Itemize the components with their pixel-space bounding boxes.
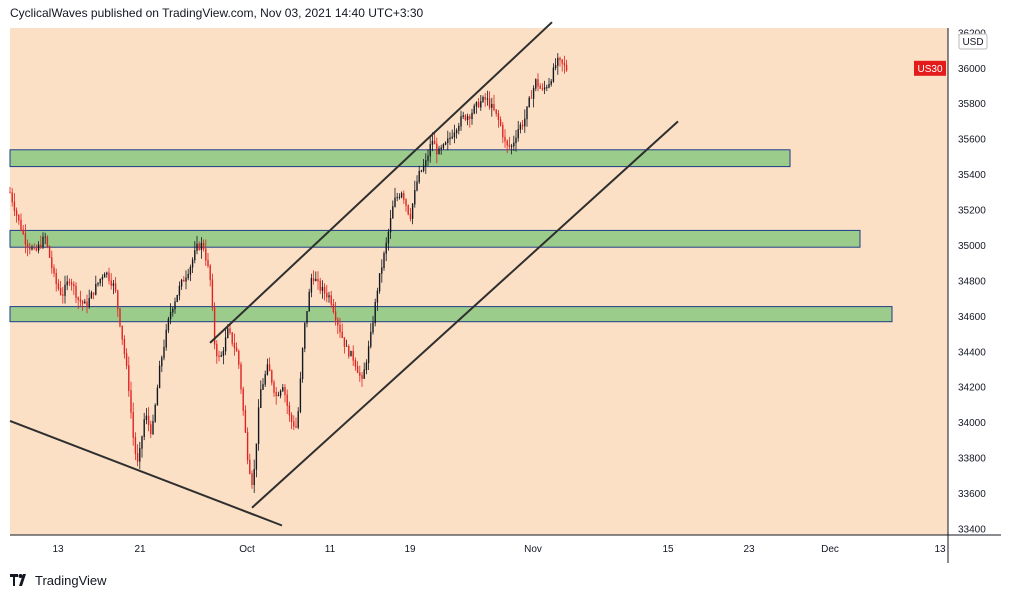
support-resistance-zones [9,149,893,323]
time-tick-label: 19 [404,544,416,555]
time-tick-label: 13 [934,544,946,555]
price-tick-label: 35600 [958,135,986,146]
trendline[interactable] [9,419,283,527]
tradingview-logo-icon [10,574,30,586]
price-tick-label: 33600 [958,489,986,500]
symbol-badge: US30 [914,60,946,76]
price-tick-label: 35400 [958,170,986,181]
trendline[interactable] [251,120,679,509]
svg-text:USD: USD [962,37,983,48]
trendline[interactable] [209,21,553,344]
price-tick-label: 33400 [958,525,986,536]
time-tick-label: Nov [524,544,542,555]
time-tick-label: 13 [52,544,64,555]
price-zone[interactable] [9,229,861,248]
time-tick-label: 11 [325,544,336,555]
price-tick-label: 36000 [958,64,986,75]
publish-header: CyclicalWaves published on TradingView.c… [10,6,424,20]
price-tick-label: 33800 [958,454,986,465]
price-zone[interactable] [9,149,791,168]
currency-label: USD [958,33,988,50]
price-zone[interactable] [9,306,893,323]
price-tick-label: 34800 [958,276,986,287]
candlestick-series [9,53,568,493]
tradingview-footer: TradingView [10,571,107,589]
time-tick-label: Oct [239,544,255,555]
price-tick-label: 35000 [958,241,986,252]
time-tick-label: 21 [134,544,146,555]
price-axis: 33400 33600 33800 34000 34200 34400 34600 34800… [958,28,986,535]
tradingview-brand-text: TradingView [35,572,107,588]
price-tick-label: 35200 [958,206,986,217]
price-tick-label: 34200 [958,383,986,394]
price-tick-label: 35800 [958,99,986,110]
time-tick-label: Dec [821,544,839,555]
price-tick-label: 34400 [958,347,986,358]
price-tick-label: 34000 [958,418,986,429]
time-tick-label: 15 [662,544,674,555]
trendlines [9,21,679,527]
price-tick-label: 34600 [958,312,986,323]
svg-text:US30: US30 [917,64,942,75]
time-tick-label: 23 [743,544,755,555]
time-axis: 13 21 Oct 11 19 Nov 15 23 Dec 13 [52,544,946,555]
plot-area [10,28,948,535]
